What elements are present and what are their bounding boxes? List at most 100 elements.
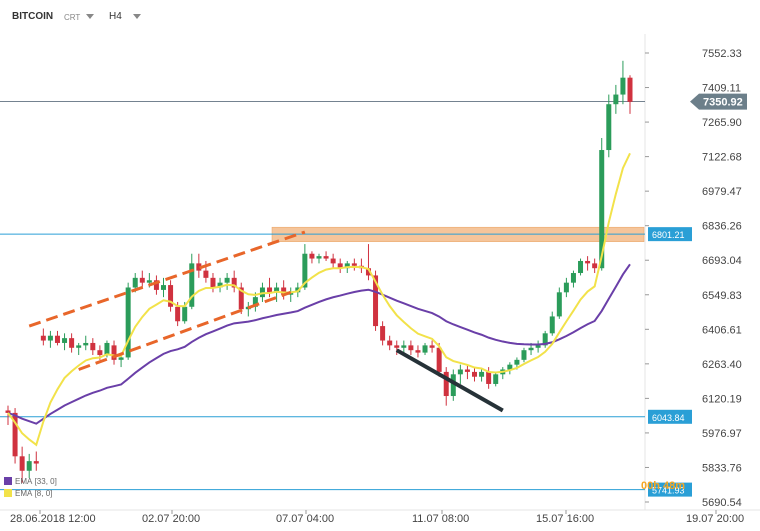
ema-slow-swatch-icon [4, 477, 12, 485]
candle-body [54, 335, 60, 343]
candle-body [380, 326, 386, 341]
candle-body [274, 287, 280, 293]
candle-countdown: 00h 48m [641, 480, 686, 492]
x-tick-label: 19.07 20:00 [686, 513, 744, 525]
candle-body [592, 263, 598, 269]
candle-body [415, 350, 421, 353]
y-tick-label: 5976.97 [702, 428, 742, 440]
candle-body [570, 273, 576, 283]
y-tick-label: 7265.90 [702, 117, 742, 129]
candle-body [479, 371, 485, 377]
current-price-label: 7350.92 [703, 97, 743, 109]
chart-type-selector[interactable]: CRT [64, 13, 81, 22]
y-tick-label: 6549.83 [702, 290, 742, 302]
candle-body [90, 342, 96, 351]
y-tick-label: 5833.76 [702, 462, 742, 474]
y-tick-label: 5690.54 [702, 497, 742, 509]
timeframe-selector[interactable]: H4 [109, 11, 122, 22]
candle-body [210, 277, 216, 288]
candle-body [613, 94, 619, 105]
candle-body [578, 260, 584, 274]
candle-body [422, 345, 428, 353]
candle-body [238, 287, 244, 310]
candle-body [344, 263, 350, 269]
x-tick-label: 07.07 04:00 [276, 513, 334, 525]
level-tag-label: 5741.93 [652, 486, 685, 496]
candle-body [337, 263, 343, 269]
candle-body [436, 347, 442, 372]
candle-body [33, 461, 39, 464]
candle-body [450, 374, 456, 397]
candle-body [189, 263, 195, 307]
candle-body [401, 345, 407, 348]
chart-type-chevron-down-icon[interactable] [86, 14, 94, 19]
ema-fast-params: [8, 0] [34, 488, 53, 498]
candle-body [365, 268, 371, 276]
candle-body [161, 285, 166, 290]
ema-fast-label: EMA [15, 488, 33, 498]
candle-body [40, 335, 46, 341]
candle-body [62, 338, 68, 343]
candle-body [514, 359, 520, 365]
legend-ema-slow[interactable]: EMA [33, 0] [4, 475, 57, 487]
candle-body [472, 371, 477, 377]
candle-body [118, 357, 124, 360]
candle-body [146, 280, 152, 283]
candle-body [267, 287, 273, 293]
candle-body [224, 277, 230, 283]
level-tag: 6801.21 [648, 227, 692, 242]
candle-body [175, 306, 181, 322]
candle-body [19, 456, 25, 471]
candle-body [281, 287, 287, 295]
candle-body [69, 338, 75, 348]
current-price-tag [690, 93, 747, 110]
level-tag: 5741.93 [648, 482, 692, 497]
timeframe-chevron-down-icon[interactable] [133, 14, 141, 19]
candle-body [153, 280, 159, 290]
downtrend-line [395, 348, 504, 413]
level-tag-label: 6043.84 [652, 413, 685, 423]
candle-body [556, 292, 562, 317]
candle-body [12, 412, 18, 457]
y-tick-label: 7122.68 [702, 152, 742, 164]
y-tick-label: 6120.19 [702, 393, 742, 405]
candle-body [373, 275, 379, 327]
level-tag-bg [648, 227, 692, 242]
candle-body [493, 374, 499, 384]
candle-body [47, 335, 53, 341]
candle-body [507, 364, 513, 370]
candle-body [168, 285, 174, 307]
trend-channel-upper [28, 230, 306, 328]
candle-body [457, 369, 463, 375]
candle-body [387, 340, 393, 346]
candle-body [443, 371, 449, 397]
candle-body [535, 345, 541, 348]
level-tag: 6043.84 [648, 409, 692, 424]
x-tick-label: 02.07 20:00 [142, 513, 200, 525]
indicator-legend: EMA [33, 0] EMA [8, 0] [4, 475, 57, 499]
candle-body [620, 77, 626, 95]
candle-body [132, 277, 138, 288]
ema-slow-params: [33, 0] [34, 476, 57, 486]
candle-body [196, 263, 202, 271]
candle-body [302, 253, 308, 288]
candle-body [429, 345, 435, 348]
candle-body [26, 461, 32, 471]
candle-body [486, 371, 492, 384]
candle-body [599, 150, 605, 269]
y-tick-label: 6263.40 [702, 359, 742, 371]
candle-body [5, 410, 11, 413]
candle-body [316, 256, 322, 259]
chart-toolbar: BITCOIN CRT H4 [0, 0, 760, 34]
y-tick-label: 6836.26 [702, 221, 742, 233]
symbol-label[interactable]: BITCOIN [12, 11, 54, 22]
trend-channel-lower [78, 290, 292, 371]
candle-body [323, 256, 329, 259]
candle-body [182, 306, 188, 322]
candle-body [104, 342, 110, 356]
candle-body [97, 350, 103, 356]
x-tick-label: 11.07 08:00 [412, 513, 469, 525]
legend-ema-fast[interactable]: EMA [8, 0] [4, 487, 57, 499]
candle-body [464, 369, 470, 372]
